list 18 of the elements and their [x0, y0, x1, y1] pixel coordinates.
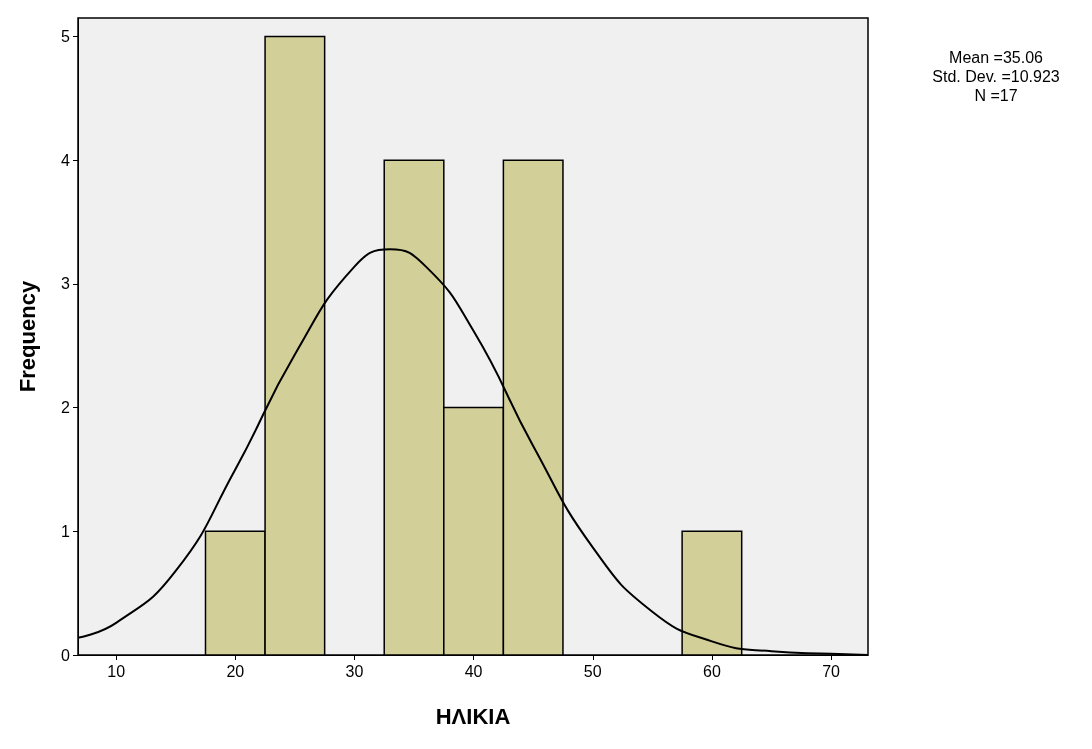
x-tick-label: 10	[107, 662, 126, 680]
x-tick-label: 40	[464, 662, 483, 680]
y-tick-label: 3	[61, 275, 71, 293]
text: Mean =35.06	[949, 49, 1044, 66]
x-axis-title: ΗΛΙΚΙΑ	[435, 703, 511, 729]
x-tick-label: 60	[703, 662, 721, 680]
y-axis-title: Frequency	[14, 280, 40, 393]
y-tick-label: 2	[61, 399, 71, 417]
x-tick-label: 50	[583, 662, 602, 680]
x-tick-label: 20	[226, 662, 245, 680]
y-tick-label: 0	[61, 646, 71, 664]
x-tick-label: 30	[345, 662, 364, 680]
text: N =17	[974, 87, 1018, 104]
y-tick-label: 4	[61, 151, 71, 169]
y-tick-label: 5	[61, 28, 71, 46]
y-tick-label: 1	[61, 522, 71, 540]
text: Std. Dev. =10.923	[932, 68, 1060, 85]
x-tick-label: 70	[822, 662, 841, 680]
